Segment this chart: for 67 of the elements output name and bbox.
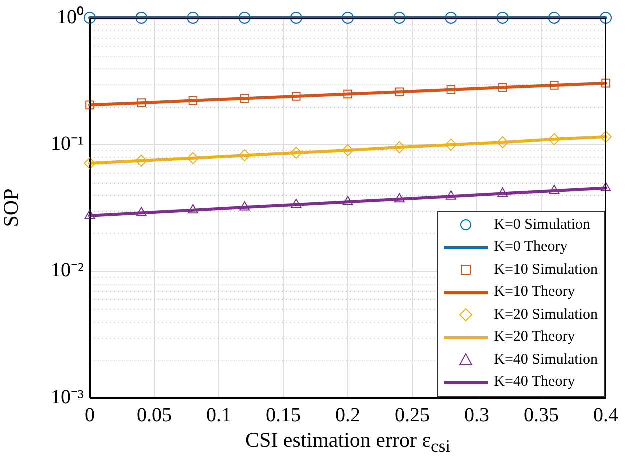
x-tick-label: 0.4	[594, 404, 618, 426]
y-tick-label: 10⁻²	[51, 260, 84, 282]
point	[238, 12, 251, 24]
point	[394, 12, 406, 24]
legend-label: K=40 Theory	[494, 374, 576, 392]
y-tick-label: 10⁻¹	[51, 132, 84, 155]
point	[188, 96, 198, 106]
legend-label: K=20 Simulation	[494, 306, 598, 324]
x-tick-label: 0.25	[395, 404, 430, 426]
point	[602, 78, 610, 88]
x-tick-label: 0.15	[266, 404, 301, 426]
point	[187, 152, 200, 164]
point	[600, 12, 612, 24]
point	[445, 12, 458, 24]
legend-label: K=20 Theory	[494, 329, 576, 346]
x-tick-label: 0.3	[464, 404, 490, 426]
point	[136, 12, 148, 24]
point	[445, 138, 458, 151]
point	[290, 146, 302, 159]
point	[549, 184, 560, 194]
legend-label: K=40 Simulation	[494, 352, 598, 369]
point	[446, 85, 456, 94]
point	[342, 144, 354, 156]
point	[600, 130, 612, 143]
point	[84, 12, 96, 24]
point	[600, 182, 612, 192]
point	[342, 12, 354, 24]
y-axis-title: SOP	[0, 188, 24, 228]
legend-label: K=0 Theory	[494, 239, 568, 256]
point	[86, 100, 94, 110]
point	[342, 196, 354, 206]
point	[292, 92, 301, 101]
point	[136, 154, 148, 167]
point	[550, 81, 559, 90]
point	[548, 133, 560, 146]
point	[548, 12, 560, 24]
point	[394, 193, 405, 203]
point	[290, 12, 302, 24]
point	[188, 204, 198, 214]
point	[84, 158, 96, 170]
point	[238, 150, 251, 162]
point	[136, 207, 147, 216]
point	[291, 198, 302, 208]
x-tick-label: 0	[85, 404, 95, 426]
x-tick-label: 0.35	[524, 404, 559, 426]
point	[84, 210, 96, 220]
point	[137, 98, 146, 108]
legend-label: K=10 Simulation	[494, 262, 598, 279]
y-tick-label: 10⁻³	[51, 386, 84, 408]
point	[187, 12, 200, 24]
point	[446, 190, 456, 200]
point	[498, 188, 508, 197]
point	[240, 94, 250, 103]
y-tick-label: 10⁰	[57, 5, 84, 28]
point	[240, 202, 250, 211]
point	[496, 12, 509, 24]
x-axis-title: CSI estimation error ε$_{csi}$	[244, 428, 452, 458]
x-tick-label: 0.2	[336, 404, 360, 426]
point	[496, 136, 509, 149]
x-tick-label: 0.1	[206, 404, 232, 426]
x-tick-label: 0.05	[137, 404, 172, 426]
point	[498, 83, 508, 92]
point	[344, 90, 352, 99]
legend-label: K=10 Theory	[494, 284, 576, 302]
point	[395, 88, 404, 96]
legend-label: K=0 Simulation	[494, 216, 590, 234]
point	[394, 141, 406, 154]
